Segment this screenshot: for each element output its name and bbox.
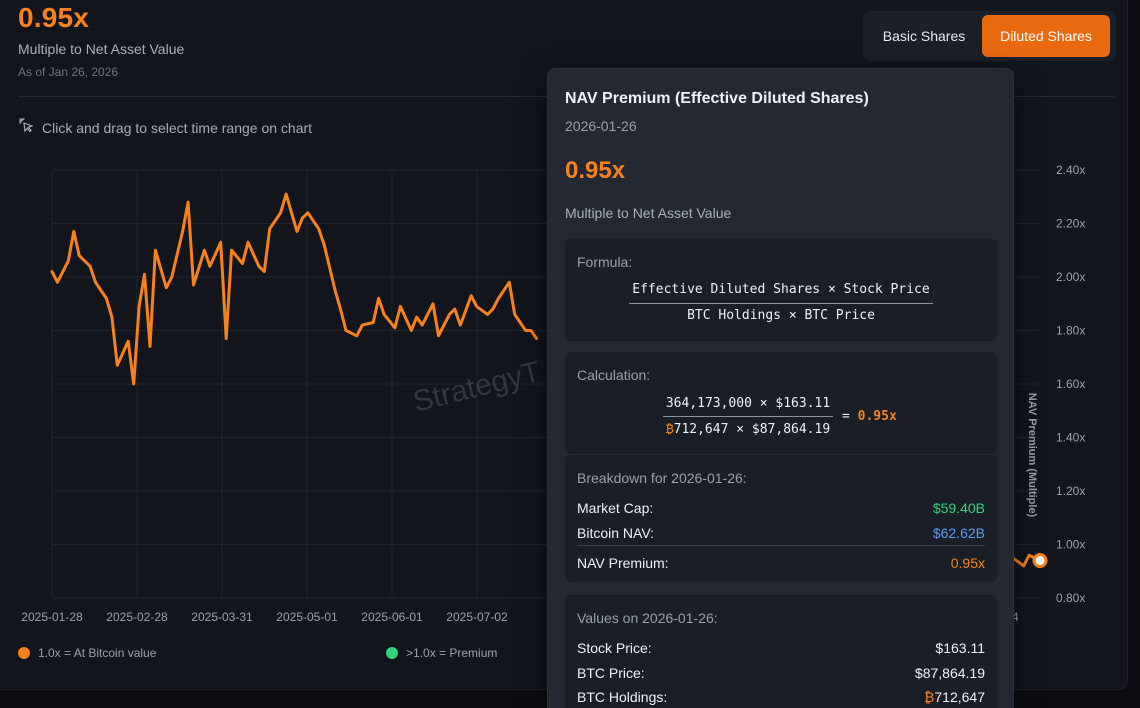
current-point-marker [1032,553,1048,569]
bitcoin-nav-value: $62.62B [932,525,985,541]
equals-sign: = [842,409,850,424]
y-tick-label: 1.20x [1056,484,1085,498]
x-tick-label: 2025-03-31 [191,610,253,624]
pointer-click-icon [18,117,36,136]
data-tooltip: NAV Premium (Effective Diluted Shares) 2… [547,68,1014,708]
calculation-denominator: ₿712,647 × $87,864.19 [663,422,833,437]
current-multiple: 0.95x [18,2,90,33]
tooltip-date: 2026-01-26 [565,118,637,134]
calculation-heading: Calculation: [577,367,651,383]
legend-orange-dot [18,647,30,659]
stock-price-label: Stock Price: [577,640,652,656]
calculation-fraction-line [663,416,833,417]
formula-fraction-line [629,303,933,304]
metric-subtitle: Multiple to Net Asset Value [18,41,185,57]
btc-holdings-number: 712,647 [934,689,985,705]
nav-premium-row: NAV Premium: 0.95x [577,555,985,571]
chart-hint: Click and drag to select time range on c… [18,117,312,136]
breakdown-heading: Breakdown for 2026-01-26: [577,470,747,486]
x-tick-label: 2025-05-01 [276,610,338,624]
y-tick-label: 1.00x [1056,538,1085,552]
market-cap-label: Market Cap: [577,500,654,516]
tooltip-value: 0.95x [565,157,626,184]
legend-green-dot [386,647,398,659]
btc-price-label: BTC Price: [577,665,645,681]
market-cap-row: Market Cap: $59.40B [577,500,985,516]
breakdown-panel: Breakdown for 2026-01-26: Market Cap: $5… [565,455,997,582]
tooltip-title: NAV Premium (Effective Diluted Shares) [565,90,869,107]
btc-holdings-value: ₿712,647 [924,689,985,705]
bitcoin-symbol-icon: ₿ [665,422,674,437]
chart-hint-text: Click and drag to select time range on c… [42,120,313,136]
stock-price-row: Stock Price: $163.11 [577,640,985,656]
tooltip-subtitle: Multiple to Net Asset Value [565,205,732,221]
legend-premium-label: >1.0x = Premium [406,646,498,660]
share-basis-toggle: Basic Shares Diluted Shares [863,11,1116,61]
values-heading: Values on 2026-01-26: [577,610,718,626]
y-tick-label: 2.40x [1056,163,1085,177]
formula-panel: Formula: Effective Diluted Shares × Stoc… [565,239,997,341]
legend-at-value-label: 1.0x = At Bitcoin value [38,646,157,660]
diluted-shares-button[interactable]: Diluted Shares [982,15,1110,57]
y-tick-label: 2.00x [1056,270,1085,284]
bitcoin-symbol-icon: ₿ [924,689,935,705]
bitcoin-nav-row: Bitcoin NAV: $62.62B [577,525,985,541]
btc-holdings-row: BTC Holdings: ₿712,647 [577,689,985,705]
y-axis-title: NAV Premium (Multiple) [1026,392,1038,518]
calculation-denominator-text: 712,647 × $87,864.19 [673,422,831,437]
btc-price-value: $87,864.19 [914,665,985,681]
stock-price-value: $163.11 [935,640,985,656]
x-tick-label: 2025-02-28 [106,610,168,624]
x-tick-label: 2025-01-28 [21,610,83,624]
x-tick-label: 4 [1012,610,1019,624]
y-tick-label: 2.20x [1056,217,1085,231]
values-panel: Values on 2026-01-26: Stock Price: $163.… [565,595,997,708]
x-tick-label: 2025-06-01 [361,610,423,624]
y-tick-label: 1.60x [1056,377,1085,391]
as-of-date: As of Jan 26, 2026 [18,65,119,79]
market-cap-value: $59.40B [932,500,985,516]
formula-denominator: BTC Holdings × BTC Price [687,308,875,323]
x-tick-label: 2025-07-02 [446,610,508,624]
legend-premium: >1.0x = Premium [386,646,497,660]
calculation-numerator: 364,173,000 × $163.11 [665,396,831,411]
breakdown-divider [577,545,985,546]
y-tick-label: 0.80x [1056,591,1085,605]
nav-premium-label: NAV Premium: [577,555,669,571]
bitcoin-nav-label: Bitcoin NAV: [577,525,655,541]
btc-holdings-label: BTC Holdings: [577,689,668,705]
legend-at-value: 1.0x = At Bitcoin value [18,646,156,660]
calculation-result-value: 0.95x [857,409,897,424]
nav-premium-value: 0.95x [950,555,985,571]
calculation-panel: Calculation: 364,173,000 × $163.11 ₿712,… [565,352,997,454]
formula-numerator: Effective Diluted Shares × Stock Price [632,282,930,297]
y-tick-label: 1.80x [1056,324,1085,338]
formula-heading: Formula: [577,254,633,270]
basic-shares-button[interactable]: Basic Shares [882,28,966,44]
calculation-result: = 0.95x [842,409,897,424]
y-tick-label: 1.40x [1056,431,1085,445]
btc-price-row: BTC Price: $87,864.19 [577,665,985,681]
